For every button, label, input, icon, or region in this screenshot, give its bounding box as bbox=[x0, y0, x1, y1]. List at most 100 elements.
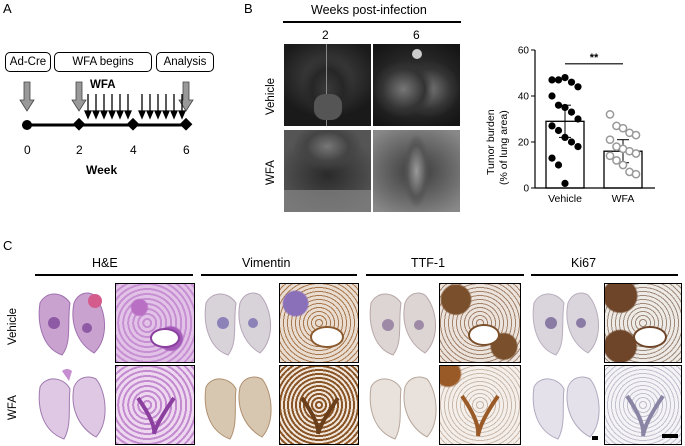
data-point bbox=[631, 169, 641, 179]
row-label-wfa: WFA bbox=[265, 160, 277, 185]
y-tick-label: 0 bbox=[523, 184, 529, 195]
data-point bbox=[548, 154, 556, 162]
y-tick-label: 60 bbox=[518, 46, 530, 57]
data-point bbox=[631, 130, 641, 140]
treatment-arrow-head bbox=[162, 110, 170, 120]
ttf1-vehicle-zoom bbox=[439, 283, 521, 363]
tick-4: 4 bbox=[130, 143, 137, 157]
treatment-label: WFA bbox=[90, 79, 116, 91]
he-vehicle-whole bbox=[32, 283, 112, 361]
treatment-arrow-head bbox=[92, 110, 100, 120]
weeks-header-rule bbox=[283, 21, 461, 23]
arrow-analysis bbox=[178, 81, 194, 112]
data-point bbox=[554, 161, 563, 169]
tick-0: 0 bbox=[24, 143, 31, 157]
mri-vehicle-week2 bbox=[284, 44, 371, 126]
panel-label-a: A bbox=[3, 1, 12, 16]
stain-header-vimentin: Vimentin bbox=[242, 256, 291, 270]
stain-rule-ki67 bbox=[531, 274, 678, 276]
weeks-header: Weeks post-infection bbox=[311, 3, 427, 17]
data-point bbox=[612, 156, 621, 165]
treatment-arrow-head bbox=[138, 110, 146, 120]
tick-6: 6 bbox=[183, 143, 190, 157]
data-point bbox=[561, 179, 569, 187]
box-wfa-begins: WFA begins bbox=[54, 52, 152, 72]
ki67-wfa-whole bbox=[526, 365, 606, 443]
scale-bar-low-mag bbox=[592, 436, 598, 440]
he-wfa-zoom bbox=[115, 365, 195, 445]
he-wfa-whole bbox=[32, 365, 112, 443]
ki67-vehicle-whole bbox=[526, 283, 606, 361]
stain-header-ttf1: TTF-1 bbox=[411, 256, 446, 270]
stain-rule-he bbox=[35, 274, 193, 276]
treatment-arrow-head bbox=[170, 110, 178, 120]
data-point bbox=[561, 133, 569, 141]
vimentin-vehicle-zoom bbox=[279, 283, 359, 363]
vimentin-vehicle-whole bbox=[198, 283, 278, 361]
treatment-arrow-head bbox=[100, 110, 108, 120]
data-point bbox=[548, 92, 556, 100]
y-tick-label: 20 bbox=[518, 138, 530, 149]
data-point bbox=[554, 101, 563, 109]
y-tick-label: 40 bbox=[518, 92, 530, 103]
panel-label-b: B bbox=[244, 1, 253, 16]
ttf1-wfa-zoom bbox=[439, 365, 521, 445]
data-point bbox=[548, 76, 556, 84]
treatment-arrow-head bbox=[116, 110, 124, 120]
ki67-wfa-zoom bbox=[604, 365, 682, 445]
box-ad-cre: Ad-Cre bbox=[5, 52, 51, 72]
data-point bbox=[574, 143, 582, 151]
mri-vehicle-week6 bbox=[373, 44, 460, 126]
col-week-2: 2 bbox=[322, 28, 329, 42]
tick-2: 2 bbox=[76, 143, 83, 157]
stain-rule-ttf1 bbox=[366, 274, 524, 276]
stain-header-he: H&E bbox=[92, 256, 118, 270]
row-label-c-vehicle: Vehicle bbox=[7, 307, 19, 345]
col-week-6: 6 bbox=[413, 28, 420, 42]
data-point bbox=[548, 122, 556, 130]
chart-ylabel-line1: Tumor burden bbox=[485, 109, 497, 175]
row-label-vehicle: Vehicle bbox=[265, 77, 277, 115]
treatment-arrow-head bbox=[108, 110, 116, 120]
mri-wfa-week6 bbox=[373, 130, 460, 212]
timeline-marker-6 bbox=[179, 117, 193, 131]
data-point bbox=[605, 110, 615, 119]
data-point bbox=[561, 74, 569, 82]
treatment-arrow-head bbox=[124, 110, 132, 120]
x-category-label: WFA bbox=[612, 193, 635, 205]
arrow-ad-cre bbox=[19, 81, 35, 112]
treatment-arrow-head bbox=[146, 110, 154, 120]
data-point bbox=[605, 135, 615, 145]
data-point bbox=[554, 76, 563, 84]
scale-bar-high-mag bbox=[662, 434, 678, 438]
data-point bbox=[554, 126, 563, 135]
data-point bbox=[631, 149, 641, 158]
significance-stars: ** bbox=[590, 52, 599, 64]
data-point bbox=[574, 115, 582, 123]
ttf1-vehicle-whole bbox=[363, 283, 443, 361]
vimentin-wfa-whole bbox=[198, 365, 278, 443]
he-vehicle-zoom bbox=[115, 283, 195, 363]
x-category-label: Vehicle bbox=[548, 193, 582, 205]
data-point bbox=[567, 78, 576, 86]
data-point bbox=[618, 160, 628, 170]
tumor-burden-chart: 0 20 40 60 Vehicle WFA ** bbox=[518, 46, 655, 205]
timeline-marker-2 bbox=[72, 117, 86, 131]
row-label-c-wfa: WFA bbox=[7, 395, 19, 420]
data-point bbox=[574, 83, 582, 91]
vimentin-wfa-zoom bbox=[279, 365, 359, 445]
data-point bbox=[605, 151, 615, 161]
mri-wfa-week2 bbox=[284, 130, 371, 212]
timeline-diagram bbox=[19, 81, 194, 131]
treatment-arrow-head bbox=[178, 110, 186, 120]
timeline-marker-4 bbox=[126, 117, 140, 131]
stain-header-ki67: Ki67 bbox=[571, 256, 597, 270]
treatment-arrow-head bbox=[84, 110, 92, 120]
data-point bbox=[618, 123, 628, 133]
treatment-arrows bbox=[84, 94, 186, 120]
treatment-arrow-head bbox=[154, 110, 162, 120]
timeline-start-dot bbox=[22, 120, 32, 130]
ki67-vehicle-zoom bbox=[604, 283, 682, 363]
box-analysis: Analysis bbox=[156, 52, 214, 72]
panel-label-c: C bbox=[3, 238, 13, 253]
